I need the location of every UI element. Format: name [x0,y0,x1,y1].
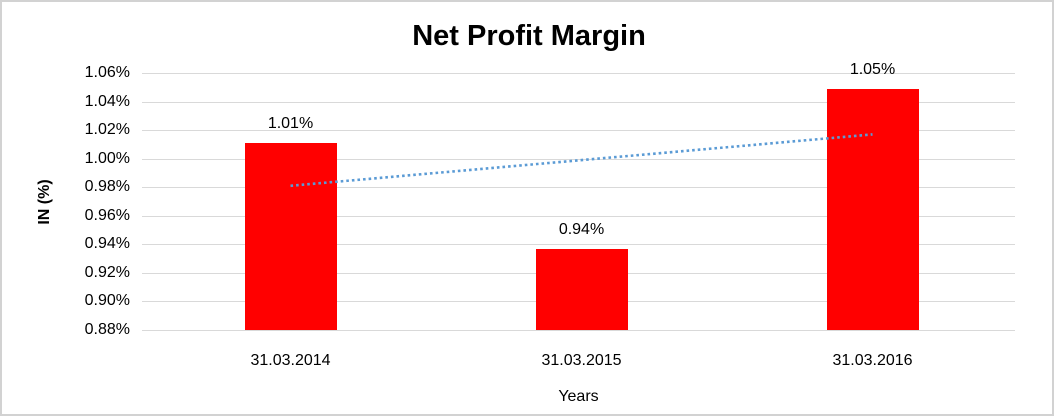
y-axis-tick-label: 1.06% [84,64,130,81]
y-axis-tick-label: 1.04% [84,92,130,110]
y-axis-tick-label: 0.94% [84,235,130,253]
x-axis-title: Years [558,388,599,405]
bar-data-label: 1.05% [849,60,896,78]
bar [826,88,919,330]
gridline [142,158,1015,160]
bar [244,142,337,330]
gridline [142,215,1015,217]
y-axis-tick-label: 1.02% [84,121,130,139]
y-axis-tick-label: 0.90% [84,292,130,310]
x-axis-tick-label: 31.03.2015 [541,352,622,369]
bar-data-label: 1.01% [267,114,314,132]
gridline [142,73,1015,74]
bar [535,248,628,330]
gridline [142,101,1015,103]
y-axis-tick-label: 1.00% [84,149,130,167]
y-axis-tick-label: 0.98% [84,178,130,196]
chart-title: Net Profit Margin [412,20,646,52]
gridline [142,130,1015,132]
gridline [142,187,1015,189]
bar-data-label: 0.94% [558,220,605,238]
y-axis-tick-label: 0.92% [84,263,130,281]
y-axis-tick-label: 0.96% [84,206,130,224]
y-axis-tick-label: 0.88% [84,321,130,338]
gridline [142,330,1015,331]
x-axis-tick-label: 31.03.2014 [250,352,331,369]
x-axis-tick-label: 31.03.2016 [832,352,913,369]
gridline [142,244,1015,246]
